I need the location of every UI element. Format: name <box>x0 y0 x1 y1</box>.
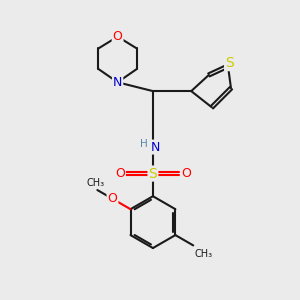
Text: CH₃: CH₃ <box>195 249 213 259</box>
Text: H: H <box>140 139 147 148</box>
Text: S: S <box>148 167 157 181</box>
Text: O: O <box>181 167 191 180</box>
Text: N: N <box>151 141 160 154</box>
Text: O: O <box>115 167 125 180</box>
Text: N: N <box>113 76 122 89</box>
Text: O: O <box>113 30 122 43</box>
Text: O: O <box>107 192 117 205</box>
Text: S: S <box>225 56 234 70</box>
Text: CH₃: CH₃ <box>87 178 105 188</box>
